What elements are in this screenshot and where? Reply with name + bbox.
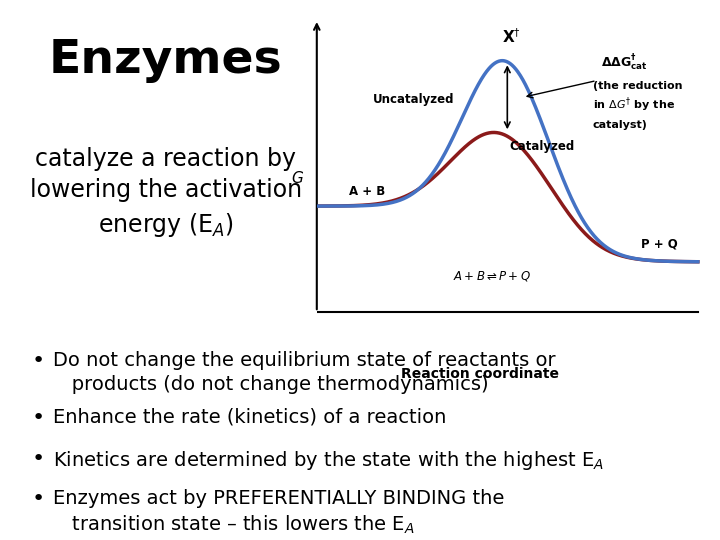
Text: (the reduction: (the reduction bbox=[593, 81, 683, 91]
Text: catalyst): catalyst) bbox=[593, 120, 648, 130]
Text: Do not change the equilibrium state of reactants or
   products (do not change t: Do not change the equilibrium state of r… bbox=[53, 352, 555, 394]
Text: $\mathbf{\Delta\Delta G^{\dagger}_{cat}}$: $\mathbf{\Delta\Delta G^{\dagger}_{cat}}… bbox=[600, 52, 647, 73]
Text: •: • bbox=[32, 352, 45, 372]
Text: Enzymes act by PREFERENTIALLY BINDING the
   transition state – this lowers the : Enzymes act by PREFERENTIALLY BINDING th… bbox=[53, 489, 504, 536]
Text: P + Q: P + Q bbox=[641, 238, 678, 251]
Text: Enhance the rate (kinetics) of a reaction: Enhance the rate (kinetics) of a reactio… bbox=[53, 408, 446, 427]
Text: Enzymes: Enzymes bbox=[49, 38, 282, 83]
Text: •: • bbox=[32, 449, 45, 469]
Text: Reaction coordinate: Reaction coordinate bbox=[401, 367, 559, 381]
Text: Catalyzed: Catalyzed bbox=[510, 140, 575, 153]
Text: $\mathbf{X}^{\dagger}$: $\mathbf{X}^{\dagger}$ bbox=[502, 27, 521, 46]
Text: •: • bbox=[32, 408, 45, 428]
Text: •: • bbox=[32, 489, 45, 509]
Text: Kinetics are determined by the state with the highest E$_A$: Kinetics are determined by the state wit… bbox=[53, 449, 604, 471]
Text: Uncatalyzed: Uncatalyzed bbox=[373, 93, 455, 106]
Text: $A + B \rightleftharpoons P + Q$: $A + B \rightleftharpoons P + Q$ bbox=[453, 269, 531, 283]
Text: A + B: A + B bbox=[349, 185, 385, 198]
Text: $G$: $G$ bbox=[291, 170, 304, 186]
Text: catalyze a reaction by
lowering the activation
energy (E$_A$): catalyze a reaction by lowering the acti… bbox=[30, 147, 302, 239]
Text: in $\Delta G^{\dagger}$ by the: in $\Delta G^{\dagger}$ by the bbox=[593, 95, 675, 114]
